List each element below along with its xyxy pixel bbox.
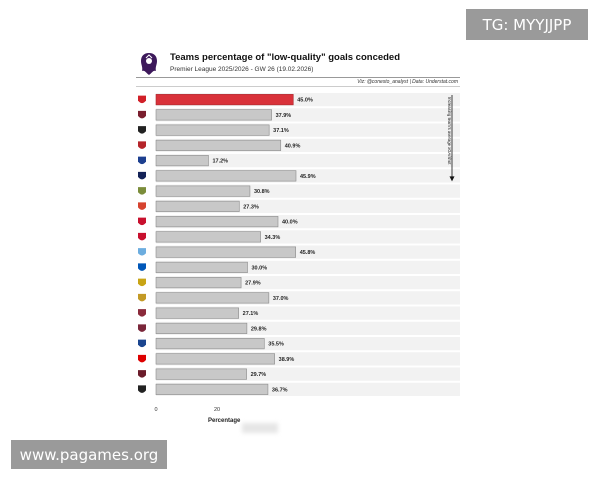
bar-value-label: 37.1% (273, 128, 289, 134)
cannon-badge-icon (138, 95, 146, 104)
bar-value-label: 37.9% (276, 113, 292, 119)
toffee-badge-icon (138, 156, 146, 165)
bar (155, 277, 242, 289)
bar-value-label: 30.0% (252, 265, 268, 271)
tree-badge-icon (138, 354, 146, 363)
bar-value-label: 36.7% (272, 387, 288, 393)
bar (155, 368, 247, 380)
blur-patch (242, 423, 278, 433)
bar (155, 124, 270, 136)
chart-subtitle: Premier League 2025/2026 - GW 26 (19.02.… (170, 66, 314, 73)
wolf-badge-icon (138, 293, 146, 302)
credit-divider (136, 86, 460, 87)
bar (155, 353, 275, 365)
bar-value-label: 40.9% (285, 143, 301, 149)
bar (155, 109, 272, 121)
cat-badge-icon (138, 278, 146, 287)
bar (155, 383, 269, 395)
bar-value-label: 45.9% (300, 174, 316, 180)
bar-value-label: 17.2% (212, 159, 228, 165)
bar-value-label: 34.3% (265, 235, 281, 241)
bar-value-label: 35.5% (268, 342, 284, 348)
header-divider (136, 77, 460, 78)
bar (155, 261, 248, 273)
chart-title: Teams percentage of "low-quality" goals … (170, 52, 401, 63)
bar (155, 216, 279, 228)
cottagers-badge-icon (138, 385, 146, 393)
bar (155, 246, 296, 258)
eagle-badge-icon (138, 339, 146, 348)
bar-value-label: 29.7% (251, 372, 267, 378)
bar-value-label: 40.0% (282, 220, 298, 226)
annotation-arrow-head-icon (449, 176, 455, 182)
bee-red-badge-icon (138, 202, 146, 210)
x-axis-label: Percentage (208, 418, 241, 424)
bar (155, 139, 282, 151)
annotation-text: Increasing team's average xGA/shot (447, 97, 452, 165)
watermark-top-right: TG: MYYJJPP (466, 9, 588, 40)
magpie-badge-icon (138, 126, 146, 134)
bar-value-label: 38.9% (279, 357, 295, 363)
chart-credit: Viz: @conesto_analyst | Data: Understat.… (357, 79, 458, 85)
bar (155, 322, 248, 334)
bar (155, 292, 270, 304)
bar (155, 155, 209, 167)
leeds-badge-icon (138, 370, 146, 378)
hammer-red-badge-icon (138, 217, 146, 226)
city-badge-icon (138, 248, 146, 256)
bar (155, 94, 294, 106)
bar-value-label: 27.3% (243, 204, 259, 210)
hammers-badge-icon (138, 324, 146, 332)
liverbird-badge-icon (138, 232, 146, 241)
bar (155, 200, 240, 212)
bar-value-label: 45.8% (300, 250, 316, 256)
bar-value-label: 29.8% (251, 326, 267, 332)
cherry-badge-icon (138, 141, 146, 149)
bar (155, 231, 261, 243)
seagull-badge-icon (138, 263, 146, 271)
x-tick-label: 20 (214, 407, 220, 413)
bar-value-label: 37.0% (273, 296, 289, 302)
villa-badge-icon (138, 110, 146, 119)
bar (155, 185, 251, 197)
bar-value-label: 30.8% (254, 189, 270, 195)
bar (155, 170, 297, 182)
bar-chart: 45.0% 37.9% 37.1% 40.9% 17.2% 45.9% 30.8% 27.3%… (138, 93, 460, 424)
premier-league-logo-icon (141, 53, 157, 75)
watermark-bottom-left: www.pagames.org (11, 440, 167, 469)
claret-badge-icon (138, 309, 146, 317)
x-tick-label: 0 (154, 407, 157, 413)
bar-value-label: 45.0% (297, 98, 313, 104)
cockerel-badge-icon (138, 171, 146, 180)
bar-value-label: 27.9% (245, 281, 261, 287)
bee-badge-icon (138, 187, 146, 195)
bar (155, 307, 239, 319)
chart-card: Teams percentage of "low-quality" goals … (132, 44, 464, 446)
bar (155, 338, 265, 350)
row-band (156, 154, 460, 168)
bar-value-label: 27.1% (243, 311, 259, 317)
